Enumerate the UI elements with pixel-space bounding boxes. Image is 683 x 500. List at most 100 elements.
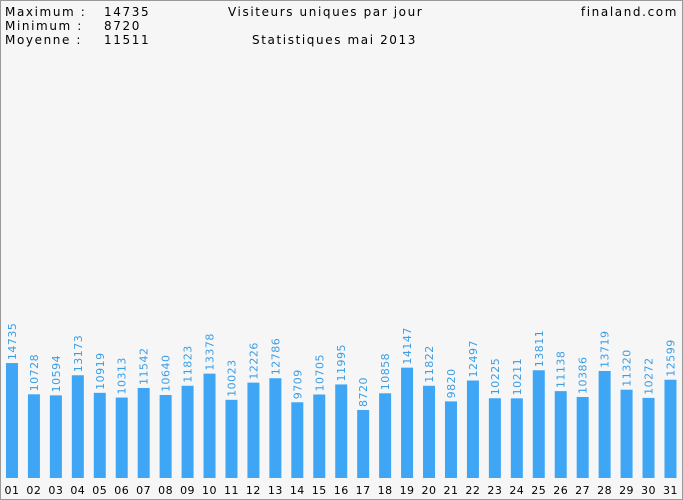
value-label: 11995: [335, 344, 348, 382]
bar: [27, 394, 40, 478]
value-label: 11542: [138, 347, 151, 385]
x-tick-label: 28: [597, 484, 612, 497]
bar: [620, 389, 633, 478]
x-tick-label: 12: [246, 484, 261, 497]
x-tick-label: 07: [136, 484, 151, 497]
chart-subtitle: Statistiques mai 2013: [252, 33, 417, 47]
value-label: 10858: [379, 353, 392, 391]
summary-value: 11511: [104, 33, 150, 47]
bar: [379, 393, 392, 478]
bar: [225, 399, 238, 478]
bar: [93, 392, 106, 478]
x-tick-label: 01: [4, 484, 19, 497]
value-label: 11138: [555, 351, 568, 389]
bar: [5, 363, 18, 478]
bar: [71, 375, 84, 478]
value-label: 10705: [313, 354, 326, 392]
value-label: 10640: [160, 355, 173, 393]
bar: [444, 401, 457, 478]
x-tick-label: 16: [334, 484, 349, 497]
x-tick-label: 09: [180, 484, 195, 497]
x-tick-label: 10: [202, 484, 217, 497]
bar: [423, 385, 436, 478]
x-tick-label: 29: [619, 484, 634, 497]
bar: [159, 395, 172, 478]
value-label: 9820: [445, 368, 458, 398]
x-tick-label: 02: [26, 484, 41, 497]
chart-title: Visiteurs uniques par jour: [228, 5, 423, 19]
value-label: 10211: [511, 358, 524, 396]
bar: [401, 367, 414, 478]
bar: [203, 373, 216, 478]
bar: [269, 378, 282, 478]
value-label: 13811: [533, 330, 546, 368]
bar: [313, 394, 326, 478]
value-label: 13378: [204, 333, 217, 371]
x-tick-label: 14: [290, 484, 305, 497]
x-tick-label: 05: [92, 484, 107, 497]
value-label: 8720: [357, 377, 370, 407]
value-label: 11822: [423, 345, 436, 383]
value-label: 12497: [467, 340, 480, 378]
value-label: 9709: [291, 369, 304, 399]
value-label: 13719: [599, 330, 612, 368]
bar: [576, 396, 589, 478]
value-label: 10919: [94, 352, 107, 390]
x-tick-label: 23: [487, 484, 502, 497]
value-label: 13173: [72, 335, 85, 373]
value-label: 11320: [621, 349, 634, 387]
value-label: 12786: [269, 338, 282, 376]
value-label: 10225: [489, 358, 502, 396]
bar: [664, 379, 677, 478]
site-name: finaland.com: [581, 5, 678, 19]
bar: [115, 397, 128, 478]
value-label: 10023: [225, 359, 238, 397]
bar: [466, 380, 479, 478]
summary-label: Moyenne :: [5, 33, 82, 47]
summary-label: Maximum :: [5, 5, 86, 19]
value-label: 10728: [28, 354, 41, 392]
x-tick-label: 26: [553, 484, 568, 497]
bar: [335, 384, 348, 478]
bar: [357, 409, 370, 478]
bar: [510, 398, 523, 478]
bar: [488, 398, 501, 478]
bar: [532, 370, 545, 478]
value-label: 10386: [577, 356, 590, 394]
value-label: 10313: [116, 357, 129, 395]
bar: [247, 382, 260, 478]
x-tick-label: 03: [48, 484, 63, 497]
x-tick-label: 19: [400, 484, 415, 497]
bar: [181, 385, 194, 478]
x-tick-label: 08: [158, 484, 173, 497]
x-tick-label: 06: [114, 484, 129, 497]
x-tick-label: 18: [378, 484, 393, 497]
value-label: 12599: [664, 339, 677, 377]
x-tick-label: 21: [443, 484, 458, 497]
x-tick-label: 13: [268, 484, 283, 497]
bar: [137, 387, 150, 478]
value-label: 14147: [401, 327, 414, 365]
bar: [554, 391, 567, 478]
summary-value: 8720: [104, 19, 141, 33]
value-label: 11823: [182, 345, 195, 383]
summary-value: 14735: [104, 5, 150, 19]
bar: [291, 402, 304, 478]
x-tick-label: 30: [641, 484, 656, 497]
value-label: 14735: [6, 323, 19, 361]
value-label: 12226: [247, 342, 260, 380]
x-tick-label: 25: [531, 484, 546, 497]
x-tick-label: 27: [575, 484, 590, 497]
x-tick-label: 20: [422, 484, 437, 497]
x-tick-label: 17: [356, 484, 371, 497]
value-label: 10272: [643, 357, 656, 395]
bar: [598, 370, 611, 478]
bar: [49, 395, 62, 478]
x-tick-label: 15: [312, 484, 327, 497]
x-tick-label: 04: [70, 484, 85, 497]
summary-label: Minimum :: [5, 19, 83, 33]
x-tick-label: 22: [465, 484, 480, 497]
value-label: 10594: [50, 355, 63, 393]
x-tick-label: 24: [509, 484, 524, 497]
